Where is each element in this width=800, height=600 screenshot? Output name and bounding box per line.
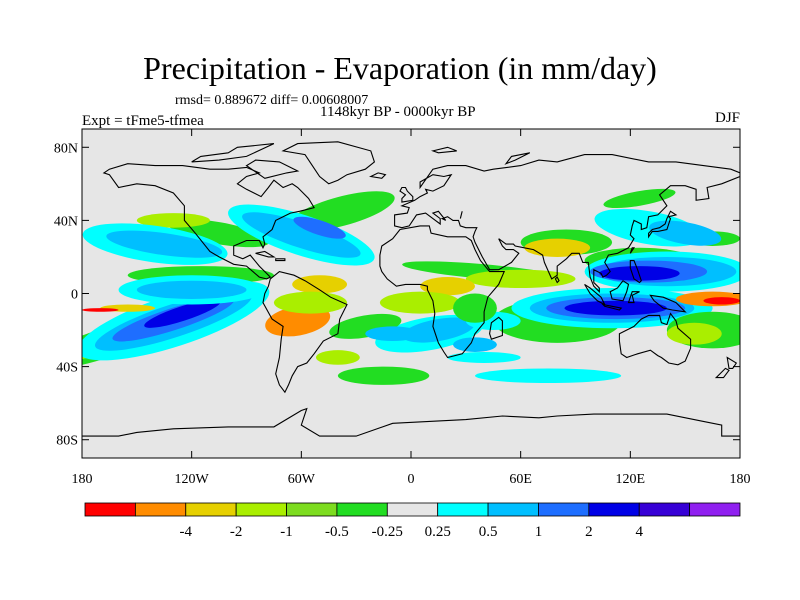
lon-tick-label: 180 [730, 472, 751, 487]
iceland-coastline [369, 172, 387, 179]
colorbar-label: 1 [535, 524, 543, 540]
colorbar-swatch [487, 502, 539, 517]
coastline-layer [82, 141, 740, 437]
pe-anomaly-region [649, 220, 722, 246]
pe-anomaly-region [453, 337, 497, 352]
north-america-coastline [102, 163, 315, 280]
colorbar-swatch [538, 502, 590, 517]
cuba-coastline [255, 250, 276, 258]
pe-anomaly-region [524, 238, 591, 257]
svalbard-coastline [430, 146, 457, 154]
lat-tick-label: 40N [54, 214, 78, 229]
colorbar-swatch [336, 502, 388, 517]
pe-anomaly-region [293, 216, 346, 239]
colorbar-label: -2 [230, 524, 243, 540]
new-zealand-south-coastline [714, 367, 730, 379]
pe-anomaly-region [474, 368, 622, 384]
taiwan-coastline [629, 247, 636, 254]
colorbar-swatch [84, 502, 136, 517]
great-britain-coastline [399, 186, 414, 203]
pe-anomaly-region [242, 212, 361, 258]
pe-anomaly-region [379, 291, 461, 314]
colorbar-swatch [386, 502, 439, 517]
lon-tick-label: 60W [288, 472, 316, 487]
pe-anomaly-region [447, 351, 521, 363]
japan-coastline [648, 210, 678, 239]
colorbar-swatch [588, 502, 640, 517]
pe-anomaly-region [564, 300, 667, 316]
colorbar-swatch [235, 502, 287, 517]
colorbar-label: 2 [585, 524, 593, 540]
lon-tick-label: 120E [616, 472, 646, 487]
lat-tick-label: 0 [71, 288, 78, 303]
lat-tick-label: 80N [54, 141, 78, 156]
period-label: 1148kyr BP - 0000kyr BP [320, 104, 476, 120]
hispaniola-coastline [275, 258, 286, 262]
pe-anomaly-region [365, 326, 421, 342]
colorbar-label: -0.5 [325, 524, 349, 540]
lon-tick-label: 60E [509, 472, 532, 487]
colorbar: -4 -2 -1 -0.5 -0.25 0.25 0.5 1 2 4 [84, 502, 741, 540]
field-layer [82, 129, 740, 458]
sri-lanka-coastline [554, 276, 560, 284]
pe-anomaly-region [136, 280, 247, 299]
eurasia-coastline [394, 154, 740, 294]
sulawesi-coastline [627, 291, 640, 304]
africa-coastline [379, 225, 506, 359]
novaya-zemlya-coastline [504, 152, 531, 165]
colorbar-label: -1 [280, 524, 293, 540]
pe-anomaly-region [465, 269, 576, 289]
pe-anomaly-region [666, 322, 722, 345]
colorbar-swatch [286, 502, 338, 517]
pe-anomaly-region [599, 266, 680, 281]
pe-anomaly-region [603, 188, 676, 209]
pe-anomaly-region [292, 275, 348, 294]
lon-tick-label: 180 [72, 472, 93, 487]
baffin-coastline [245, 159, 300, 179]
stats-text: rmsd= 0.889672 diff= 0.00608007 [175, 93, 369, 108]
pe-anomaly-region [106, 230, 223, 258]
colorbar-swatch [437, 502, 489, 517]
colorbar-label: -0.25 [372, 524, 403, 540]
australia-coastline [618, 312, 692, 366]
colorbar-label: 4 [635, 524, 643, 540]
pe-anomaly-region [420, 277, 475, 296]
pe-anomaly-region [82, 308, 119, 312]
colorbar-swatch [638, 502, 691, 517]
colorbar-label: -4 [180, 524, 193, 540]
greenland-coastline [281, 141, 376, 185]
season-label: DJF [714, 110, 740, 126]
colorbar-swatch [134, 502, 187, 517]
madagascar-coastline [489, 316, 503, 340]
pe-anomaly-region [136, 213, 210, 228]
lon-tick-label: 0 [408, 472, 415, 487]
colorbar-label: 0.25 [425, 524, 451, 540]
axis-ticks: 80N 40N 0 40S 80S 180 120W 60W 0 60E 120E 180 [54, 129, 751, 487]
pe-anomaly-region [703, 297, 740, 305]
pe-anomaly-region [453, 293, 497, 323]
new-zealand-coastline [726, 356, 738, 369]
arctic-islands-coastline [191, 143, 275, 163]
pe-anomaly-region [273, 291, 348, 314]
pe-anomaly-region [315, 350, 360, 365]
colorbar-swatch [689, 502, 741, 517]
colorbar-label: 0.5 [479, 524, 498, 540]
experiment-label: Expt = tFme5-tfmea [82, 113, 204, 129]
plot-title: Precipitation - Evaporation (in mm/day) [143, 50, 657, 86]
lat-tick-label: 80S [56, 434, 78, 449]
lon-tick-label: 120W [175, 472, 210, 487]
black-sea-hint [459, 211, 463, 219]
antarctica-coastline [82, 407, 740, 437]
pe-anomaly-region [144, 299, 221, 328]
borneo-coastline [609, 279, 630, 302]
south-america-coastline [262, 271, 348, 394]
colorbar-swatch [185, 502, 237, 517]
pe-anomaly-region [337, 366, 430, 385]
philippines-coastline [629, 260, 642, 284]
new-guinea-coastline [649, 294, 687, 313]
lat-tick-label: 40S [56, 361, 78, 376]
java-coastline [601, 303, 623, 311]
pe-anomaly-region [402, 317, 475, 343]
